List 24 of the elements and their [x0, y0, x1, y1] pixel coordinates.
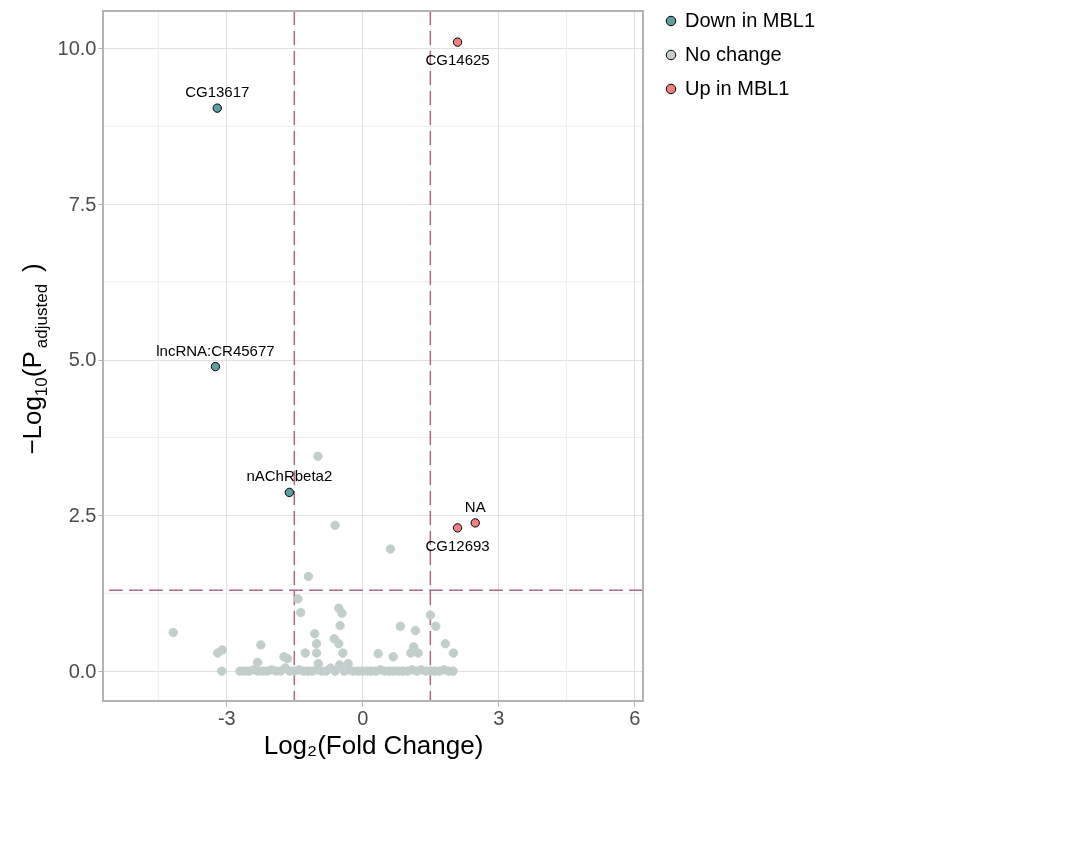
annotation: lncRNA:CR45677: [156, 341, 275, 359]
x-tick-label: 3: [493, 706, 505, 729]
y-tick-label: 5.0: [68, 348, 97, 371]
x-axis-title: Log₂(Fold Change): [263, 729, 484, 760]
legend-label: Up in MBL1: [685, 77, 790, 99]
point: [452, 523, 463, 533]
y-axis-title: −Log10(Padjusted): [17, 263, 51, 455]
legend-label: No change: [685, 43, 782, 65]
point: [212, 103, 222, 113]
x-tick-label: 6: [629, 706, 641, 729]
annotation: CG12693: [425, 536, 490, 554]
point: [452, 37, 463, 47]
x-tick-label: -3: [217, 706, 236, 729]
point: [470, 518, 480, 528]
point: [284, 487, 295, 498]
annotation: CG13617: [185, 83, 250, 101]
y-tick-label: 0.0: [68, 659, 97, 682]
y-tick-label: 2.5: [68, 503, 97, 526]
point: [210, 361, 221, 372]
annotation: NA: [464, 497, 486, 515]
y-tick-label: 10.0: [57, 36, 97, 59]
x-tick-label: 0: [357, 706, 369, 729]
legend-label: Down in MBL1: [685, 9, 816, 31]
y-tick-label: 7.5: [68, 192, 97, 215]
